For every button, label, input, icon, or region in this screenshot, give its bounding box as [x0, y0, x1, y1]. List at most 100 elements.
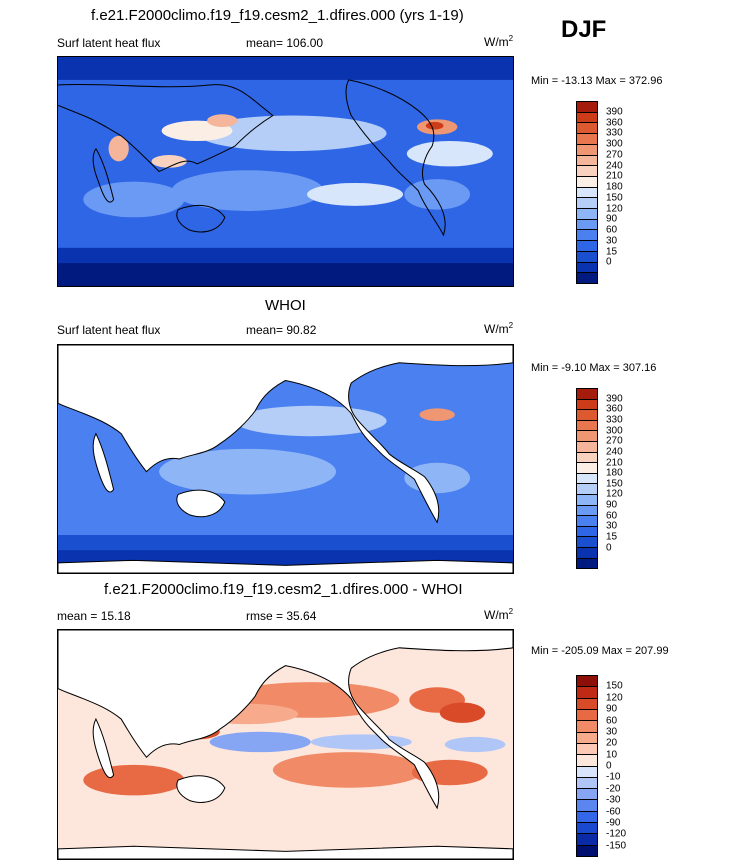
colorbar-swatch	[577, 557, 597, 569]
colorbar-swatch	[577, 102, 597, 112]
colorbar-tick-label: 120	[606, 692, 623, 704]
panel2-minmax: Min = -9.10 Max = 307.16	[531, 362, 657, 374]
colorbar-tick-label: 0	[606, 256, 612, 268]
panel1-coastlines	[58, 79, 446, 237]
colorbar-tick-label: 210	[606, 457, 623, 469]
panel2-title: WHOI	[265, 297, 306, 314]
colorbar-swatch	[577, 208, 597, 219]
panel1-variable-label: Surf latent heat flux	[57, 36, 161, 50]
colorbar-swatch	[577, 810, 597, 823]
colorbar-tick-label: -60	[606, 806, 621, 817]
colorbar-swatch	[577, 419, 597, 431]
panel3-rmse-label: rmse = 35.64	[246, 609, 317, 623]
colorbar-tick-label: 150	[606, 192, 623, 204]
colorbar-swatch	[577, 504, 597, 516]
panel3-unit-label: W/m2	[484, 607, 514, 623]
colorbar-swatch	[577, 122, 597, 134]
colorbar-swatch	[577, 389, 597, 399]
colorbar-tick-label: 240	[606, 446, 623, 458]
panel3-title: f.e21.F2000climo.f19_f19.cesm2_1.dfires.…	[104, 581, 463, 598]
colorbar-swatch	[577, 493, 597, 505]
colorbar-tick-label: 30	[606, 726, 618, 738]
colorbar-swatch	[577, 197, 597, 209]
panel1-map	[57, 56, 514, 287]
colorbar-tick-label: 0	[606, 542, 612, 554]
colorbar-tick-label: 240	[606, 160, 623, 172]
colorbar-swatch	[577, 409, 597, 420]
colorbar-tick-label: 330	[606, 414, 623, 426]
colorbar-swatch	[577, 799, 597, 811]
colorbar-tick-label: 390	[606, 393, 623, 405]
colorbar-swatch	[577, 154, 597, 166]
panel1-colorbar	[576, 101, 598, 284]
colorbar-swatch	[577, 430, 597, 441]
colorbar-tick-label: 360	[606, 117, 623, 129]
colorbar-tick-label: 360	[606, 403, 623, 415]
colorbar-swatch	[577, 833, 597, 845]
colorbar-tick-label: -10	[606, 771, 621, 783]
panel1-title: f.e21.F2000climo.f19_f19.cesm2_1.dfires.…	[91, 7, 464, 24]
colorbar-tick-label: 330	[606, 127, 623, 139]
panel3-map	[57, 629, 514, 860]
colorbar-tick-label: 150	[606, 680, 623, 692]
colorbar-tick-label: 210	[606, 170, 623, 182]
colorbar-swatch	[577, 272, 597, 283]
colorbar-swatch	[577, 111, 597, 123]
colorbar-swatch	[577, 261, 597, 273]
colorbar-tick-label: 10	[606, 749, 618, 761]
colorbar-swatch	[577, 250, 597, 262]
colorbar-tick-label: 150	[606, 478, 623, 490]
colorbar-tick-label: 300	[606, 138, 623, 150]
colorbar-swatch	[577, 398, 597, 410]
colorbar-swatch	[577, 536, 597, 547]
colorbar-swatch	[577, 165, 597, 176]
panel2-map-svg	[58, 345, 513, 573]
colorbar-swatch	[577, 765, 597, 777]
panel2-variable-label: Surf latent heat flux	[57, 323, 161, 337]
colorbar-tick-label: 120	[606, 488, 623, 500]
colorbar-swatch	[577, 240, 597, 251]
colorbar-tick-label: 60	[606, 510, 618, 522]
colorbar-tick-label: 180	[606, 181, 623, 193]
colorbar-swatch	[577, 776, 597, 789]
colorbar-swatch	[577, 462, 597, 473]
colorbar-swatch	[577, 451, 597, 463]
panel3-minmax: Min = -205.09 Max = 207.99	[531, 645, 669, 657]
colorbar-tick-label: 90	[606, 703, 618, 715]
colorbar-tick-label: 120	[606, 203, 623, 215]
colorbar-tick-label: -90	[606, 817, 621, 829]
panel3-mean-label: mean = 15.18	[57, 609, 131, 623]
colorbar-swatch	[577, 440, 597, 452]
colorbar-swatch	[577, 525, 597, 537]
panel2-land	[58, 345, 513, 573]
colorbar-swatch	[577, 788, 597, 800]
colorbar-tick-label: 0	[606, 760, 612, 772]
colorbar-tick-label: -30	[606, 794, 621, 806]
panel3-land	[58, 630, 513, 859]
colorbar-tick-label: 270	[606, 149, 623, 161]
colorbar-swatch	[577, 229, 597, 241]
colorbar-tick-label: 30	[606, 235, 618, 247]
colorbar-swatch	[577, 186, 597, 198]
colorbar-tick-label: 60	[606, 224, 618, 236]
colorbar-swatch	[577, 697, 597, 709]
colorbar-tick-label: 60	[606, 715, 618, 726]
colorbar-tick-label: 180	[606, 467, 623, 479]
panel2-mean-label: mean= 90.82	[246, 323, 317, 337]
colorbar-swatch	[577, 731, 597, 743]
colorbar-tick-label: 30	[606, 520, 618, 532]
panel1-ocean-field	[58, 57, 513, 286]
colorbar-swatch	[577, 218, 597, 230]
colorbar-swatch	[577, 742, 597, 755]
colorbar-swatch	[577, 483, 597, 494]
colorbar-swatch	[577, 686, 597, 698]
season-label: DJF	[561, 16, 607, 43]
colorbar-tick-label: 90	[606, 213, 618, 225]
colorbar-swatch	[577, 546, 597, 558]
colorbar-swatch	[577, 515, 597, 526]
colorbar-tick-label: 270	[606, 435, 623, 447]
panel1-mean-label: mean= 106.00	[246, 36, 324, 50]
colorbar-tick-label: -120	[606, 828, 627, 840]
colorbar-tick-label: 300	[606, 425, 623, 437]
colorbar-swatch	[577, 472, 597, 484]
